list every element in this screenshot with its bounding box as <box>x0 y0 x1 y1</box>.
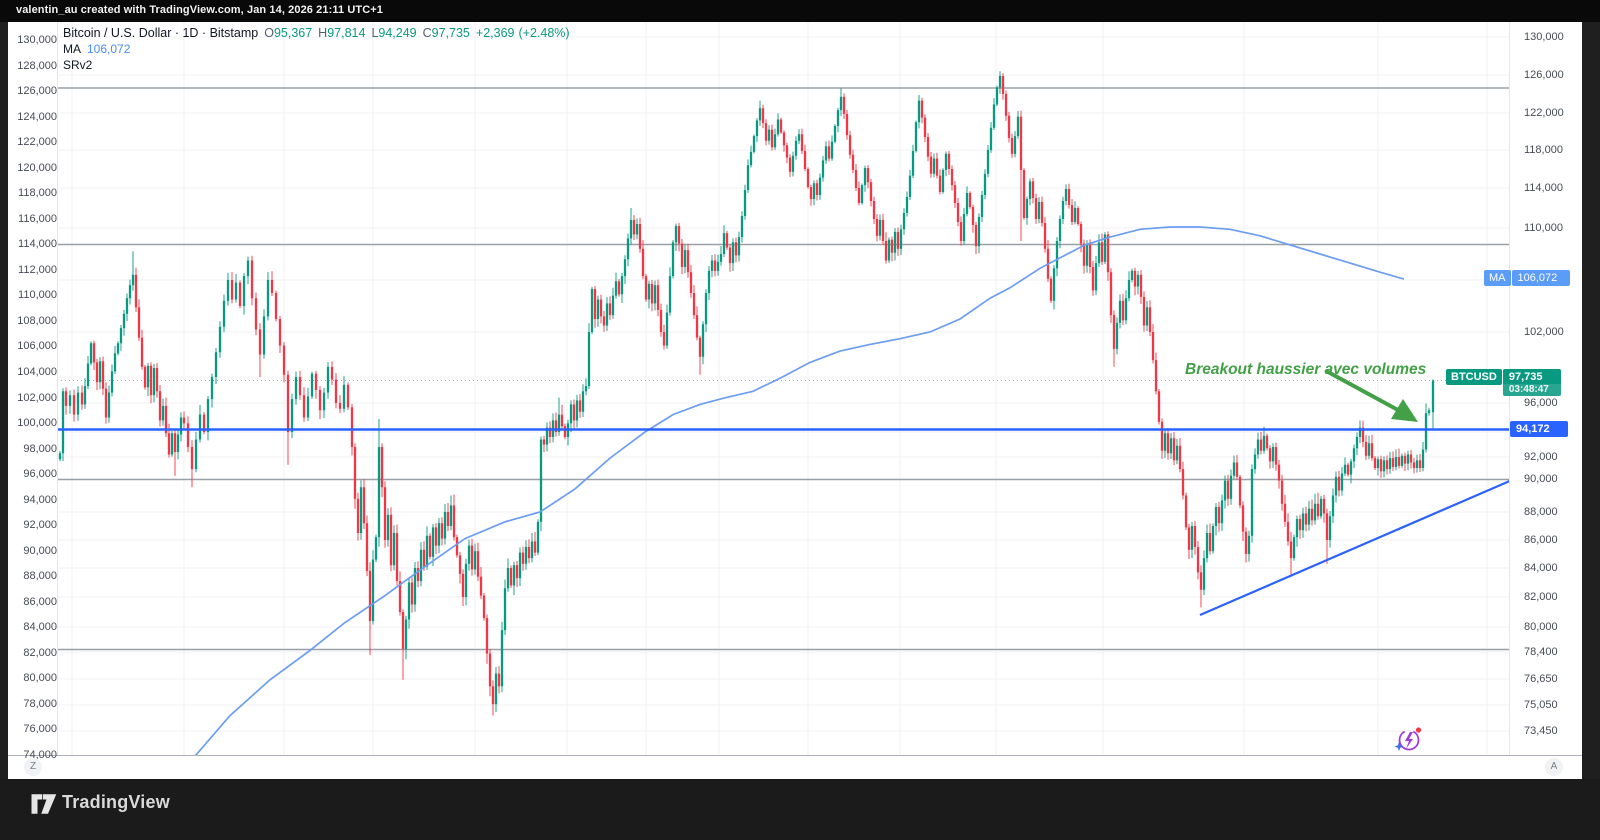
open-value: 95,367 <box>273 26 313 40</box>
left-axis-tick: 126,000 <box>17 85 57 98</box>
left-axis-tick: 82,000 <box>23 646 57 659</box>
ma-badge-label: MA <box>1484 270 1511 287</box>
left-axis-tick: 104,000 <box>17 365 57 378</box>
plot-layers <box>57 22 1512 755</box>
high-value: 97,814 <box>327 26 366 40</box>
ma-indicator-label: MA <box>63 42 81 56</box>
right-axis-tick: 84,000 <box>1524 562 1558 574</box>
left-axis-separator <box>57 22 58 755</box>
legend-symbol-row[interactable]: Bitcoin / U.S. Dollar · 1D · Bitstamp O95… <box>63 26 570 41</box>
tradingview-brand-text[interactable]: TradingView <box>62 792 170 812</box>
right-axis-tick: 92,000 <box>1524 451 1558 463</box>
left-axis-tick: 130,000 <box>17 34 57 46</box>
left-axis-tick: 90,000 <box>23 544 57 557</box>
left-axis-tick: 114,000 <box>18 238 57 251</box>
left-axis-tick: 86,000 <box>23 595 57 608</box>
last-price-value: 97,735 <box>1508 371 1543 384</box>
left-axis-tick: 96,000 <box>23 468 57 481</box>
left-axis-tick: 124,000 <box>17 110 57 123</box>
left-axis-tick: 106,000 <box>17 340 57 353</box>
left-axis-tick: 78,000 <box>23 697 57 710</box>
left-axis-tick: 88,000 <box>23 570 57 583</box>
right-axis-tick: 73,450 <box>1524 725 1558 737</box>
chart-pane[interactable]: Bitcoin / U.S. Dollar · 1D · Bitstamp O95… <box>8 22 1582 794</box>
ma-indicator-value: 106,072 <box>87 42 131 56</box>
left-axis-tick: 118,000 <box>18 187 57 200</box>
ma-price-badge: MA 106,072 <box>1484 270 1570 287</box>
right-axis-tick: 122,000 <box>1524 107 1564 119</box>
left-axis-tick: 116,000 <box>18 212 57 225</box>
ma-line <box>194 226 1405 755</box>
right-axis-tick: 114,000 <box>1524 182 1563 194</box>
candlestick-series <box>58 71 1435 716</box>
right-axis-tick: 82,000 <box>1524 591 1558 603</box>
left-axis-tick: 112,000 <box>18 263 57 276</box>
legend-ma-row[interactable]: MA 106,072 <box>63 42 570 57</box>
price-chart-canvas[interactable] <box>8 22 1582 779</box>
close-label: C <box>422 26 432 40</box>
footer-bar: TradingView <box>0 779 1600 840</box>
symbol-badge-label: BTCUSD <box>1446 369 1502 386</box>
bar-countdown: 03:48:47 <box>1502 384 1561 397</box>
right-axis-tick: 118,000 <box>1524 144 1563 156</box>
low-value: 94,249 <box>378 26 417 40</box>
right-axis-tick: 110,000 <box>1524 222 1563 234</box>
right-axis-tick: 126,000 <box>1524 69 1564 81</box>
right-axis-tick: 96,000 <box>1524 397 1558 409</box>
change-percent: (+2.48%) <box>518 26 570 40</box>
chart-legend: Bitcoin / U.S. Dollar · 1D · Bitstamp O95… <box>63 26 570 73</box>
last-price-badge: BTCUSD 97,735 03:48:47 <box>1446 369 1561 397</box>
left-axis-tick: 76,000 <box>23 723 57 736</box>
breakout-annotation-text[interactable]: Breakout haussier avec volumes <box>1185 361 1427 378</box>
left-axis-tick: 128,000 <box>17 59 57 72</box>
auto-scale-button[interactable]: A <box>1545 758 1563 776</box>
open-label: O <box>264 26 274 40</box>
left-axis-tick: 120,000 <box>17 161 57 174</box>
tradingview-logo-icon[interactable] <box>30 792 57 816</box>
left-axis-tick: 94,000 <box>23 493 57 506</box>
left-axis-tick: 84,000 <box>23 621 57 634</box>
high-label: H <box>318 26 328 40</box>
right-axis-tick: 78,400 <box>1524 646 1558 658</box>
right-axis-tick: 130,000 <box>1524 31 1564 43</box>
srv2-indicator-label: SRv2 <box>63 58 93 72</box>
srv2-levels <box>57 87 1509 651</box>
time-axis-separator <box>8 755 1582 756</box>
close-value: 97,735 <box>431 26 470 40</box>
symbol-title: Bitcoin / U.S. Dollar · 1D · Bitstamp <box>63 26 259 40</box>
timezone-button[interactable]: Z <box>24 758 42 776</box>
left-axis-tick: 80,000 <box>23 672 57 685</box>
left-axis-tick: 100,000 <box>17 417 57 430</box>
right-axis-tick: 75,050 <box>1524 699 1558 711</box>
level-price-value: 94,172 <box>1510 420 1568 437</box>
left-axis-tick: 122,000 <box>17 136 57 149</box>
ma-badge-value: 106,072 <box>1511 270 1570 287</box>
change-value: +2,369 <box>475 26 515 40</box>
grid-lines <box>57 22 1509 755</box>
ascending-trendline[interactable] <box>1199 480 1512 617</box>
low-label: L <box>371 26 379 40</box>
breakout-arrow[interactable] <box>1326 370 1418 422</box>
left-axis-tick: 92,000 <box>23 519 57 532</box>
right-axis-tick: 76,650 <box>1524 673 1558 685</box>
horizontal-line-badge: 94,172 <box>1510 420 1568 437</box>
right-axis-tick: 90,000 <box>1524 473 1558 485</box>
right-axis-tick: 88,000 <box>1524 506 1558 518</box>
right-axis-tick: 80,000 <box>1524 621 1558 633</box>
left-axis-tick: 98,000 <box>23 442 57 455</box>
attribution-bar: valentin_au created with TradingView.com… <box>0 0 1600 22</box>
attribution-text: valentin_au created with TradingView.com… <box>16 4 384 16</box>
legend-srv2-row[interactable]: SRv2 <box>63 58 570 73</box>
right-axis-tick: 102,000 <box>1524 326 1564 338</box>
left-axis-tick: 108,000 <box>17 314 57 327</box>
right-axis-tick: 86,000 <box>1524 534 1558 546</box>
left-axis-tick: 102,000 <box>17 391 57 404</box>
flash-marker-icon[interactable] <box>1394 727 1422 752</box>
left-axis-tick: 110,000 <box>18 289 57 302</box>
